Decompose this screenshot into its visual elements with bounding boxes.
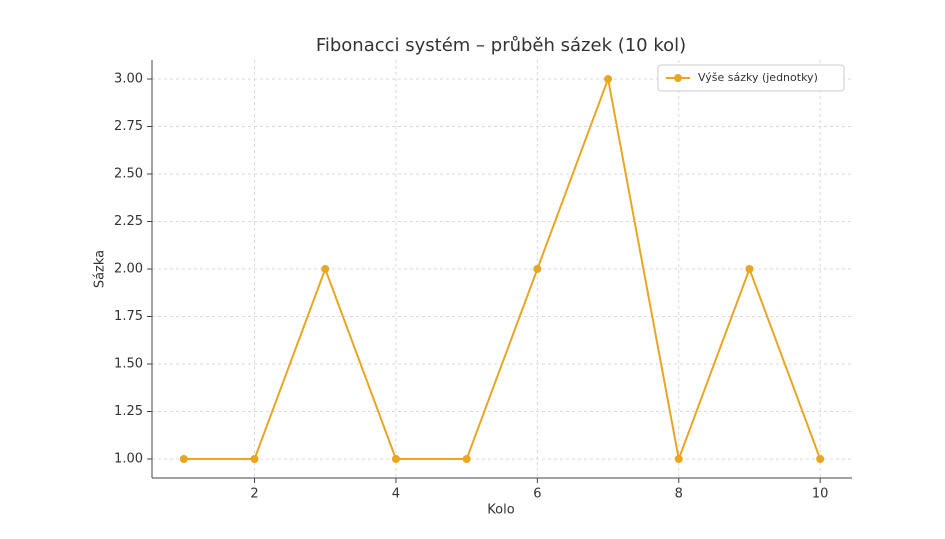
legend-label: Výše sázky (jednotky) [698,71,818,84]
marker [816,455,825,463]
y-axis-label: Sázka [93,250,108,288]
marker [745,265,754,273]
x-tick-label: 2 [250,487,258,502]
marker [533,265,542,273]
y-tick-label: 2.50 [114,167,143,182]
marker [391,455,400,463]
chart-title: Fibonacci systém – průběh sázek (10 kol) [316,35,686,56]
y-tick-label: 1.25 [114,404,143,419]
x-tick-label: 8 [675,487,683,502]
marker [462,455,471,463]
x-tick-label: 4 [392,487,400,502]
x-axis-label: Kolo [487,503,514,518]
y-tick-label: 3.00 [114,72,143,87]
y-tick-label: 1.50 [114,357,143,372]
y-tick-label: 2.00 [114,262,143,277]
marker [674,455,683,463]
y-tick-label: 1.00 [114,452,143,467]
legend-marker [674,74,682,82]
y-tick-label: 2.25 [114,214,143,229]
legend: Výše sázky (jednotky) [657,64,845,92]
line [183,75,822,463]
x-tick-label: 6 [533,487,541,502]
y-tick-label: 2.75 [114,119,143,134]
legend-box [657,64,845,92]
marker [321,265,330,273]
marker [179,455,188,463]
marker [250,455,259,463]
x-tick-label: 10 [812,487,829,502]
y-tick-label: 1.75 [114,309,143,324]
marker [604,75,613,83]
